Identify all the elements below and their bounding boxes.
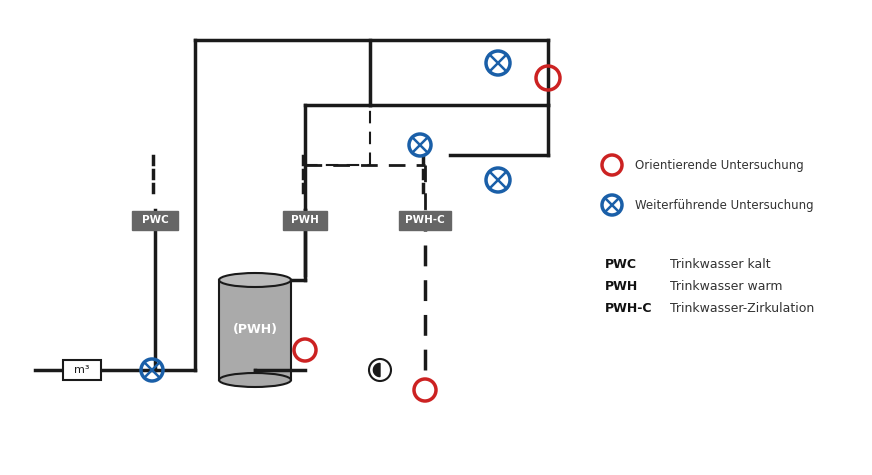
Text: (PWH): (PWH) bbox=[233, 323, 277, 336]
Text: Orientierende Untersuchung: Orientierende Untersuchung bbox=[635, 159, 804, 171]
FancyBboxPatch shape bbox=[283, 210, 327, 229]
Text: PWC: PWC bbox=[141, 215, 168, 225]
FancyBboxPatch shape bbox=[219, 280, 291, 380]
Text: PWH: PWH bbox=[605, 281, 638, 294]
Text: PWH-C: PWH-C bbox=[405, 215, 445, 225]
FancyBboxPatch shape bbox=[399, 210, 451, 229]
Text: Trinkwasser-Zirkulation: Trinkwasser-Zirkulation bbox=[670, 303, 814, 315]
Text: m³: m³ bbox=[74, 365, 90, 375]
Text: PWH-C: PWH-C bbox=[605, 303, 652, 315]
Polygon shape bbox=[373, 363, 380, 377]
FancyBboxPatch shape bbox=[132, 210, 178, 229]
Text: Trinkwasser kalt: Trinkwasser kalt bbox=[670, 258, 771, 272]
Ellipse shape bbox=[219, 273, 291, 287]
Ellipse shape bbox=[219, 373, 291, 387]
Text: Trinkwasser warm: Trinkwasser warm bbox=[670, 281, 782, 294]
Text: PWC: PWC bbox=[605, 258, 637, 272]
Text: PWH: PWH bbox=[291, 215, 319, 225]
FancyBboxPatch shape bbox=[63, 360, 101, 380]
Text: Weiterführende Untersuchung: Weiterführende Untersuchung bbox=[635, 199, 814, 211]
